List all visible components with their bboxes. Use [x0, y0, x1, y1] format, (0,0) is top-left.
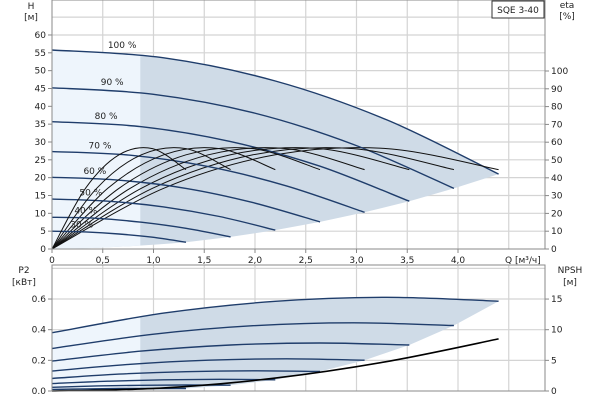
legend-label: SQE 3-40	[497, 6, 539, 16]
efficiency-curve-60pct	[51, 147, 321, 250]
low-flow-area	[52, 50, 141, 249]
head-curve-90pct	[51, 87, 455, 190]
eta-tick-label: 60	[551, 138, 563, 148]
eta-tick-label: 70	[551, 120, 563, 130]
h-tick-label: 30	[35, 138, 47, 148]
x-tick-label: 0	[49, 256, 55, 266]
efficiency-curve-90pct	[51, 147, 455, 250]
p2-tick-label: 0.2	[32, 356, 46, 366]
h-tick-label: 35	[35, 120, 46, 130]
x-tick-label: 2,0	[248, 256, 263, 266]
h-tick-label: 20	[35, 174, 47, 184]
head-efficiency-plot: 100 % 90 % 80 % 70 % 60 % 50 % 40 % 30 % 0 0,5 1,0…	[35, 0, 568, 266]
h-tick-label: 25	[35, 156, 46, 166]
efficiency-curve-80pct	[51, 147, 410, 250]
power-curve-70pct	[51, 358, 365, 372]
head-curve-30pct	[51, 230, 187, 243]
head-curve-100pct	[51, 49, 499, 175]
p2-axis-name: P2	[18, 266, 29, 276]
p2-tick-label: 0.4	[32, 326, 47, 336]
eta-tick-label: 20	[551, 209, 563, 219]
head-curve-60pct	[51, 176, 321, 223]
power-curve-80pct	[51, 342, 410, 362]
eta-tick-label: 50	[551, 156, 563, 166]
eta-axis-name: eta	[560, 1, 575, 11]
h-tick-label: 5	[40, 227, 46, 237]
h-tick-label: 40	[35, 102, 47, 112]
efficiency-curve-30pct	[51, 147, 187, 250]
npsh-axis-unit: [м]	[563, 278, 577, 288]
low-flow-area	[52, 297, 141, 391]
h-tick-label: 50	[35, 67, 47, 77]
h-axis-name: H	[28, 2, 35, 12]
p2-axis-unit: [кВт]	[12, 278, 36, 288]
x-tick-label: 2,5	[299, 256, 313, 266]
npsh-tick-label: 10	[551, 326, 563, 336]
head-curve-40pct	[51, 216, 231, 238]
h-tick-label: 0	[40, 245, 46, 255]
speed-label: 40 %	[74, 207, 97, 217]
h-tick-label: 55	[35, 49, 46, 59]
h-tick-label: 60	[35, 31, 47, 41]
power-npsh-plot: 0.0 0.2 0.4 0.6 0 5 10 15	[32, 264, 563, 397]
eta-axis-unit: [%]	[559, 12, 575, 22]
h-axis-unit: [м]	[24, 13, 38, 23]
efficiency-curve-100pct	[51, 147, 499, 250]
eta-tick-label: 10	[551, 227, 563, 237]
x-tick-label: 4,0	[451, 256, 466, 266]
eta-tick-label: 0	[551, 245, 557, 255]
head-curve-80pct	[51, 121, 410, 202]
x-tick-label: 1,5	[197, 256, 211, 266]
eta-tick-label: 80	[551, 103, 563, 113]
eta-tick-label: 90	[551, 85, 563, 95]
speed-label: 50 %	[79, 189, 102, 199]
npsh-axis-name: NPSH	[558, 266, 583, 276]
eta-tick-label: 40	[551, 174, 563, 184]
h-tick-label: 10	[35, 209, 47, 219]
eta-tick-label: 100	[551, 67, 568, 77]
x-tick-label: 1,0	[146, 256, 161, 266]
speed-label: 100 %	[108, 41, 137, 51]
efficiency-curve-40pct	[51, 147, 231, 250]
h-tick-label: 45	[35, 84, 46, 94]
p2-tick-label: 0.6	[32, 295, 47, 305]
p2-tick-label: 0.0	[32, 387, 47, 397]
head-curve-50pct	[51, 198, 276, 231]
legend-box: SQE 3-40	[491, 0, 545, 19]
npsh-tick-label: 0	[551, 387, 557, 397]
npsh-tick-label: 5	[551, 356, 557, 366]
operating-area	[52, 50, 499, 249]
power-curve-90pct	[51, 322, 454, 350]
eta-tick-label: 30	[551, 192, 563, 202]
power-curve-60pct	[51, 370, 321, 380]
x-tick-label: 3,5	[400, 256, 414, 266]
plot-frame	[51, 264, 546, 392]
x-tick-label: 3,0	[349, 256, 364, 266]
npsh-tick-label: 15	[551, 295, 562, 305]
efficiency-curve-70pct	[51, 147, 365, 250]
q-axis-label: Q [м³/ч]	[505, 256, 541, 266]
h-tick-label: 15	[35, 191, 46, 201]
speed-label: 30 %	[70, 220, 93, 230]
power-curve-100pct	[51, 296, 499, 334]
power-curve-50pct	[51, 378, 276, 385]
speed-label: 80 %	[95, 112, 118, 122]
speed-label: 70 %	[89, 141, 112, 151]
speed-label: 90 %	[101, 78, 124, 88]
head-curve-70pct	[51, 150, 365, 213]
speed-label: 60 %	[83, 167, 106, 177]
efficiency-curve-50pct	[51, 147, 276, 250]
x-tick-label: 0,5	[96, 256, 110, 266]
npsh-curve	[51, 338, 499, 392]
